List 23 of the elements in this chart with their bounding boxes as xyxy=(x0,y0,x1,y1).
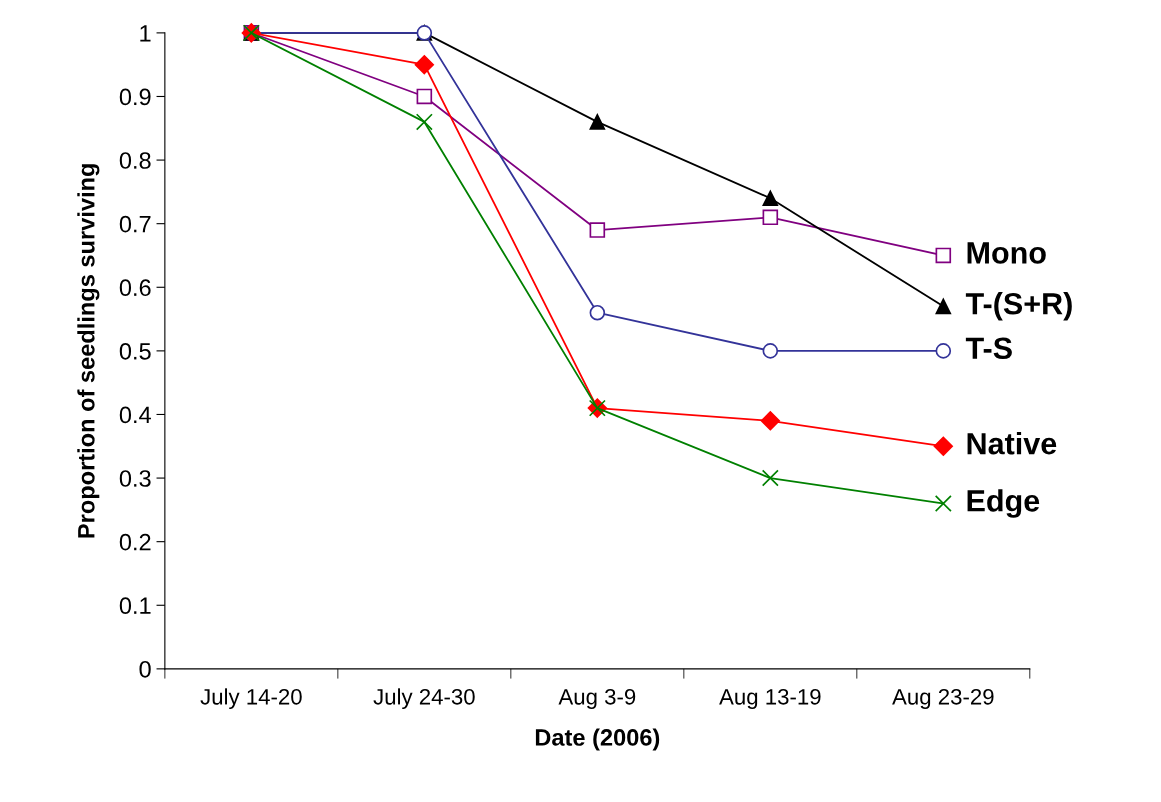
y-tick-label: 0.8 xyxy=(119,152,151,169)
x-tick-label: July 24-30 xyxy=(373,688,475,710)
x-tick-label: Aug 23-29 xyxy=(892,688,994,710)
y-tick-label: 1 xyxy=(140,25,151,42)
y-tick-label: 0 xyxy=(139,660,151,678)
y-axis-title: Proportion of seedlings surviving xyxy=(77,164,100,538)
y-tick-label: 0.6 xyxy=(119,279,151,297)
y-tick-label: 0.9 xyxy=(119,88,151,106)
series-label: Native xyxy=(967,432,1057,455)
x-tick-label: Aug 13-19 xyxy=(719,688,821,710)
x-tick-label: Aug 3-9 xyxy=(558,688,636,710)
series-label: Mono xyxy=(967,242,1046,264)
y-tick-label: 0.1 xyxy=(119,597,151,615)
y-tick-label: 0.4 xyxy=(119,406,151,424)
series-label: Edge xyxy=(967,489,1040,518)
y-tick-label: 0.5 xyxy=(119,342,151,360)
y-tick-label: 0.3 xyxy=(119,470,151,487)
series-label: T-S xyxy=(965,337,1012,360)
y-tick-label: 0.2 xyxy=(119,533,151,551)
x-axis-title: Date (2006) xyxy=(535,728,660,751)
series-label: T-(S+R) xyxy=(965,292,1072,321)
x-tick-label: July 14-20 xyxy=(200,688,302,710)
y-tick-label: 0.7 xyxy=(119,215,151,233)
